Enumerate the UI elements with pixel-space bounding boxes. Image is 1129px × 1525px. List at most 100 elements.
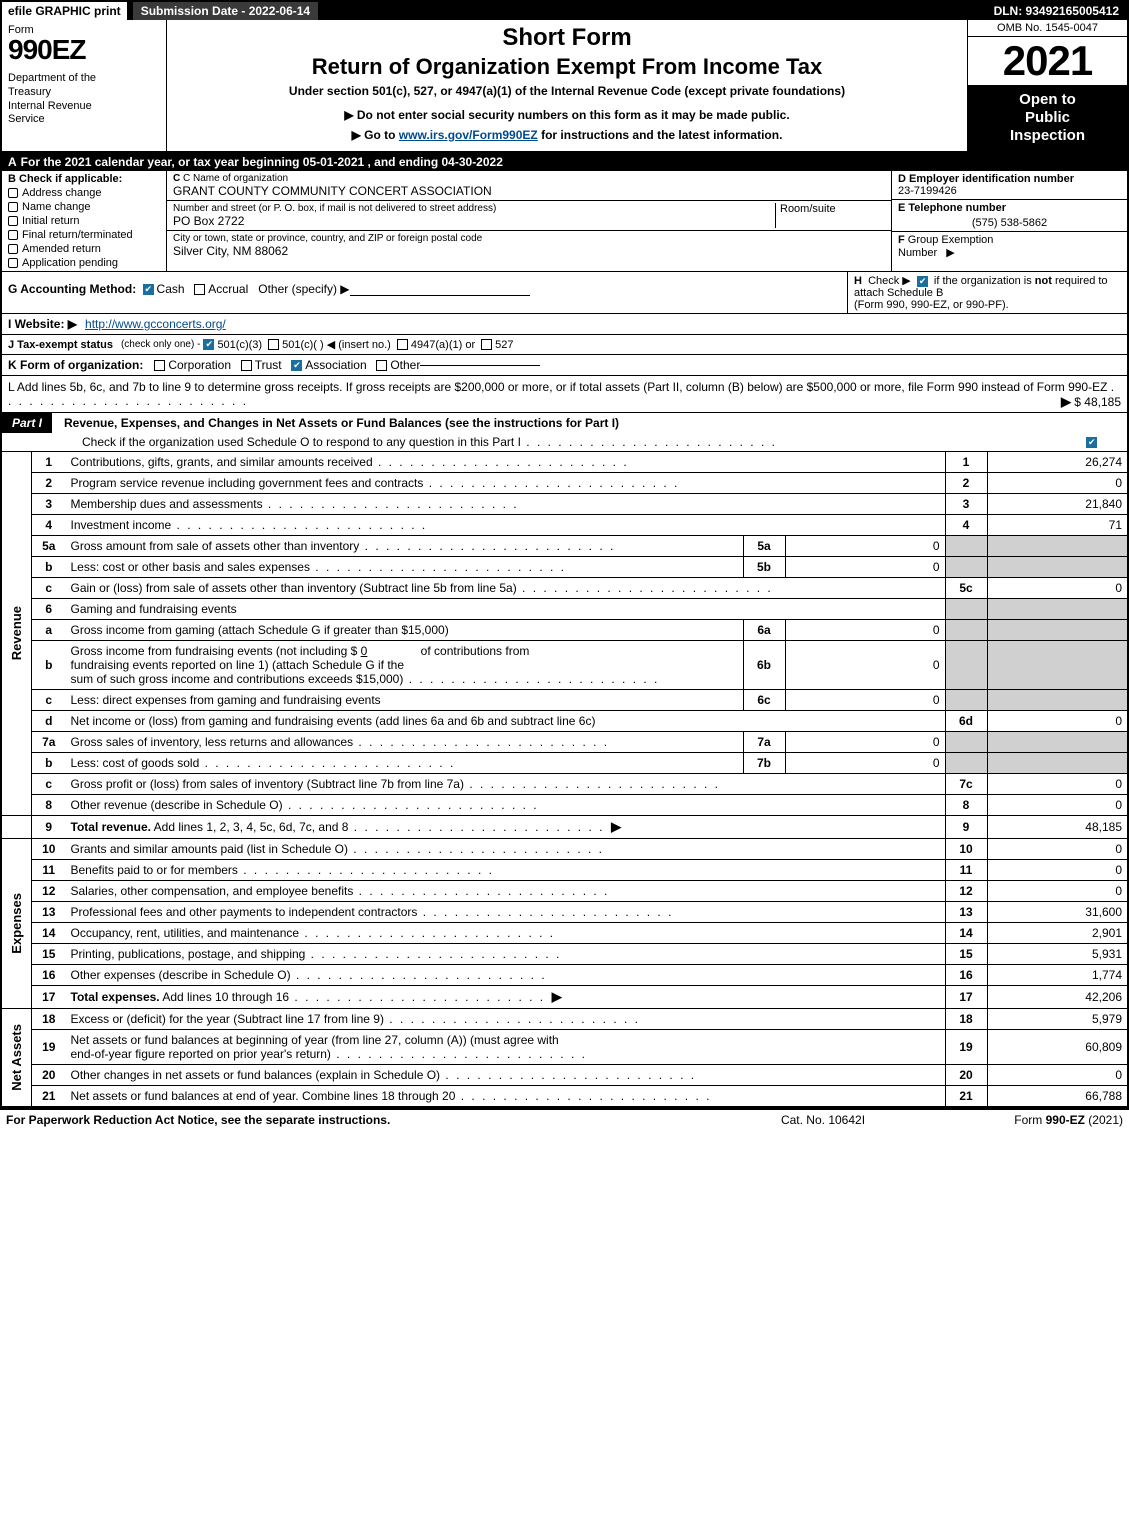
k-label: K Form of organization: xyxy=(8,358,143,372)
section-BCDEF: B Check if applicable: Address change Na… xyxy=(2,171,1127,272)
c-name-label: C C Name of organization xyxy=(173,173,885,184)
amt-line-20: 0 xyxy=(987,1065,1127,1086)
chk-other-org[interactable] xyxy=(376,360,387,371)
form-header: Form 990EZ Department of theTreasuryInte… xyxy=(2,20,1127,153)
dln-number: DLN: 93492165005412 xyxy=(986,2,1127,20)
amt-line-9: 48,185 xyxy=(987,816,1127,839)
chk-application-pending[interactable]: Application pending xyxy=(8,257,160,269)
chk-initial-return[interactable]: Initial return xyxy=(8,215,160,227)
row-G: G Accounting Method: Cash Accrual Other … xyxy=(2,272,847,313)
amt-line-12: 0 xyxy=(987,881,1127,902)
phone-value: (575) 538-5862 xyxy=(898,214,1121,229)
city-value: Silver City, NM 88062 xyxy=(173,244,885,258)
form-number: 990EZ xyxy=(8,34,160,66)
other-org-blank[interactable] xyxy=(420,365,540,366)
return-title: Return of Organization Exempt From Incom… xyxy=(177,54,957,80)
chk-accrual[interactable] xyxy=(194,284,205,295)
val-5a: 0 xyxy=(785,536,945,557)
chk-501c[interactable] xyxy=(268,339,279,350)
chk-address-change[interactable]: Address change xyxy=(8,187,160,199)
bullet-goto: ▶ Go to www.irs.gov/Form990EZ for instru… xyxy=(177,128,957,142)
part-I-subline: Check if the organization used Schedule … xyxy=(2,433,1127,452)
chk-cash[interactable] xyxy=(143,284,154,295)
amt-line-7c: 0 xyxy=(987,774,1127,795)
row-L: L Add lines 5b, 6c, and 7b to line 9 to … xyxy=(2,376,1127,413)
part-tag: Part I xyxy=(2,413,54,433)
website-link[interactable]: http://www.gcconcerts.org/ xyxy=(85,317,226,331)
section-C: C C Name of organization GRANT COUNTY CO… xyxy=(167,171,892,271)
city-label: City or town, state or province, country… xyxy=(173,233,885,244)
street-label: Number and street (or P. O. box, if mail… xyxy=(173,203,775,214)
amt-line-15: 5,931 xyxy=(987,944,1127,965)
chk-association[interactable] xyxy=(291,360,302,371)
l-text: L Add lines 5b, 6c, and 7b to line 9 to … xyxy=(8,380,1107,394)
sidebar-expenses: Expenses xyxy=(2,839,32,1009)
row-A-tax-year: AFor the 2021 calendar year, or tax year… xyxy=(2,153,1127,171)
amt-line-16: 1,774 xyxy=(987,965,1127,986)
street-value: PO Box 2722 xyxy=(173,214,775,228)
irs-link[interactable]: www.irs.gov/Form990EZ xyxy=(399,128,538,142)
chk-501c3[interactable] xyxy=(203,339,214,350)
top-bar: efile GRAPHIC print Submission Date - 20… xyxy=(2,2,1127,20)
part-I-header: Part I Revenue, Expenses, and Changes in… xyxy=(2,413,1127,433)
l-amount: $ 48,185 xyxy=(1074,395,1121,409)
lines-table: Revenue 1 Contributions, gifts, grants, … xyxy=(2,452,1127,1106)
ein-value: 23-7199426 xyxy=(898,185,1121,197)
chk-schedule-o-used[interactable] xyxy=(1086,437,1097,448)
amt-line-6d: 0 xyxy=(987,711,1127,732)
header-right: OMB No. 1545-0047 2021 Open toPublicInsp… xyxy=(967,20,1127,151)
amt-line-11: 0 xyxy=(987,860,1127,881)
amt-line-21: 66,788 xyxy=(987,1086,1127,1107)
sidebar-revenue: Revenue xyxy=(2,452,32,816)
amt-line-3: 21,840 xyxy=(987,494,1127,515)
cat-no: Cat. No. 10642I xyxy=(723,1113,923,1127)
amt-line-8: 0 xyxy=(987,795,1127,816)
header-left: Form 990EZ Department of theTreasuryInte… xyxy=(2,20,167,151)
other-specify-blank[interactable] xyxy=(350,295,530,296)
row-H: H Check ▶ if the organization is not req… xyxy=(847,272,1127,313)
val-7a: 0 xyxy=(785,732,945,753)
sidebar-net-assets: Net Assets xyxy=(2,1009,32,1107)
row-I: I Website: ▶ http://www.gcconcerts.org/ xyxy=(2,314,1127,335)
open-to-public: Open toPublicInspection xyxy=(968,85,1127,151)
val-7b: 0 xyxy=(785,753,945,774)
amt-line-5c: 0 xyxy=(987,578,1127,599)
chk-final-return[interactable]: Final return/terminated xyxy=(8,229,160,241)
omb-number: OMB No. 1545-0047 xyxy=(968,20,1127,37)
header-bullets: ▶ Do not enter social security numbers o… xyxy=(177,108,957,142)
footer-form-ref: Form 990-EZ (2021) xyxy=(923,1113,1123,1127)
subtitle: Under section 501(c), 527, or 4947(a)(1)… xyxy=(177,84,957,98)
amt-line-1: 26,274 xyxy=(987,452,1127,473)
amt-line-17: 42,206 xyxy=(987,986,1127,1009)
val-5b: 0 xyxy=(785,557,945,578)
chk-527[interactable] xyxy=(481,339,492,350)
short-form-title: Short Form xyxy=(177,24,957,52)
val-6b: 0 xyxy=(785,641,945,690)
amt-line-4: 71 xyxy=(987,515,1127,536)
ein-label: D Employer identification number xyxy=(898,173,1074,185)
tax-year: 2021 xyxy=(968,37,1127,85)
amt-line-14: 2,901 xyxy=(987,923,1127,944)
chk-amended-return[interactable]: Amended return xyxy=(8,243,160,255)
row-G-H: G Accounting Method: Cash Accrual Other … xyxy=(2,272,1127,314)
bullet-ssn: ▶ Do not enter social security numbers o… xyxy=(177,108,957,122)
form-990ez: efile GRAPHIC print Submission Date - 20… xyxy=(0,0,1129,1108)
chk-trust[interactable] xyxy=(241,360,252,371)
section-B: B Check if applicable: Address change Na… xyxy=(2,171,167,271)
chk-corporation[interactable] xyxy=(154,360,165,371)
group-exemption-label: F Group ExemptionNumber ▶ xyxy=(898,234,993,259)
paperwork-notice: For Paperwork Reduction Act Notice, see … xyxy=(6,1113,723,1127)
amt-line-13: 31,600 xyxy=(987,902,1127,923)
row-J: J Tax-exempt status (check only one) - 5… xyxy=(2,335,1127,355)
val-6a: 0 xyxy=(785,620,945,641)
chk-4947[interactable] xyxy=(397,339,408,350)
chk-schedule-b-not-required[interactable] xyxy=(917,276,928,287)
i-label: I Website: ▶ xyxy=(8,317,77,331)
phone-label: E Telephone number xyxy=(898,202,1006,214)
g-label: G Accounting Method: xyxy=(8,282,136,296)
row-K: K Form of organization: Corporation Trus… xyxy=(2,355,1127,376)
chk-name-change[interactable]: Name change xyxy=(8,201,160,213)
header-center: Short Form Return of Organization Exempt… xyxy=(167,20,967,151)
amt-line-2: 0 xyxy=(987,473,1127,494)
efile-print-label[interactable]: efile GRAPHIC print xyxy=(2,2,129,20)
